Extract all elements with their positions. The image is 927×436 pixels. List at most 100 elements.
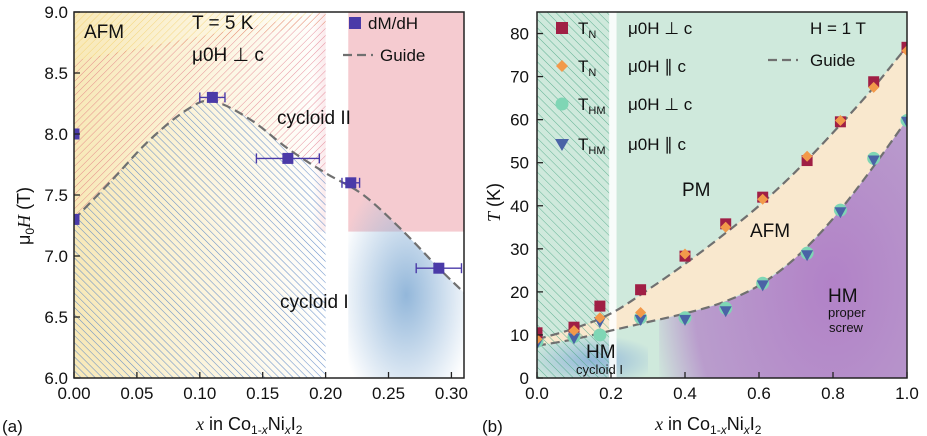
white-gap-band-b xyxy=(609,12,617,378)
y-tick-label: 50 xyxy=(510,154,529,173)
y-ticks-b: 0 10 20 30 40 50 60 70 80 xyxy=(510,25,543,388)
x-tick-label: 0.0 xyxy=(525,384,549,403)
legend-marker-tn-perp xyxy=(556,22,568,34)
region-label-hm: HM xyxy=(828,286,858,307)
y-tick-label: 7.5 xyxy=(44,186,68,205)
data-point-thm-par xyxy=(834,207,847,219)
white-gap-band xyxy=(325,12,349,378)
region-label-cycloid-ii: cycloid II xyxy=(277,108,351,129)
region-label-afm-a: AFM xyxy=(84,22,124,43)
legend-condition-thm-perp: μ0H ⊥ c xyxy=(628,95,693,114)
y-axis-label-b: T (K) xyxy=(484,183,504,222)
cycloid-i-hatch-region xyxy=(74,100,326,378)
legend-label-guide-b: Guide xyxy=(810,51,855,70)
panel-b xyxy=(537,12,907,378)
y-tick-label: 6.0 xyxy=(44,369,68,388)
y-tick-label: 7.0 xyxy=(44,247,68,266)
x-tick-label: 0.4 xyxy=(673,384,697,403)
y-tick-label: 0 xyxy=(520,369,529,388)
x-axis-label-a: x in Co1-xNixI2 xyxy=(195,414,303,436)
x-tick-label: 0.10 xyxy=(183,384,216,403)
data-point-tn-perp xyxy=(901,41,907,53)
data-point-tn-par xyxy=(594,312,606,324)
data-point-thm-par xyxy=(801,250,814,262)
y-tick-label: 10 xyxy=(510,326,529,345)
data-point-thm-par xyxy=(867,155,880,167)
x-tick-label: 0.8 xyxy=(821,384,845,403)
axes-frame-b xyxy=(536,11,908,379)
legend-condition-thm-par: μ0H ∥ c xyxy=(628,135,686,154)
data-points-b xyxy=(537,41,907,350)
y-tick-label: 8.0 xyxy=(44,125,68,144)
panel-label-b: (b) xyxy=(482,417,503,436)
data-point-thm-par xyxy=(901,116,907,128)
x-tick-label: 0.20 xyxy=(309,384,342,403)
data-point-tn-par xyxy=(720,221,732,233)
data-point-tn-par xyxy=(679,248,691,260)
panel-a xyxy=(74,12,464,378)
field-label-b: H = 1 T xyxy=(810,19,866,38)
region-label-afm-b: AFM xyxy=(750,221,790,242)
guide-curve-a xyxy=(74,99,464,294)
legend-condition-tn-par: μ0H ∥ c xyxy=(628,57,686,76)
y-tick-label: 60 xyxy=(510,111,529,130)
data-point-dmdh xyxy=(282,152,294,164)
y-tick-label: 30 xyxy=(510,240,529,259)
field-direction-label-a: μ0H ⊥ c xyxy=(192,45,264,66)
data-point-thm-perp xyxy=(593,328,607,342)
temperature-label: T = 5 K xyxy=(192,13,254,34)
region-label-pm: PM xyxy=(682,180,711,201)
x-tick-label: 0.25 xyxy=(372,384,405,403)
legend-marker-thm-par xyxy=(555,139,569,151)
y-tick-label: 80 xyxy=(510,25,529,44)
data-point-tn-perp xyxy=(635,284,647,296)
y-tick-label: 20 xyxy=(510,283,529,302)
legend-marker-thm-perp xyxy=(555,97,569,111)
data-point-tn-par xyxy=(537,333,543,345)
x-ticks-a: 0.00 0.05 0.10 0.15 0.20 0.25 0.30 xyxy=(57,372,468,403)
y-tick-label: 6.5 xyxy=(44,308,68,327)
region-label-hm-proper-screw: proper screw xyxy=(828,305,866,335)
legend-b: TN μ0H ⊥ c TN μ0H ∥ c THM μ0H ⊥ c THM μ0… xyxy=(555,19,866,157)
y-axis-label-a: μ0H (T) xyxy=(14,187,37,245)
x-tick-label: 0.2 xyxy=(599,384,623,403)
legend-label-thm-perp: THM xyxy=(578,95,606,117)
x-tick-label: 0.00 xyxy=(57,384,90,403)
legend-label-tn-par: TN xyxy=(578,57,596,79)
data-point-thm-par xyxy=(756,280,769,292)
x-tick-label: 0.6 xyxy=(747,384,771,403)
data-point-thm-par xyxy=(679,314,691,326)
data-point-tn-par xyxy=(757,193,769,205)
afm-region-fill xyxy=(537,46,907,346)
data-point-dmdh xyxy=(433,262,445,274)
y-tick-label: 8.5 xyxy=(44,64,68,83)
legend-condition-tn-perp: μ0H ⊥ c xyxy=(628,19,693,38)
x-tick-label: 0.30 xyxy=(435,384,468,403)
data-point-tn-par xyxy=(834,115,846,127)
legend-label-tn-perp: TN xyxy=(578,19,596,41)
data-point-thm-par xyxy=(568,333,580,345)
y-tick-label: 9.0 xyxy=(44,3,68,22)
region-label-hm-cycloid: HM xyxy=(586,342,616,363)
x-ticks-b: 0.0 0.2 0.4 0.6 0.8 1.0 xyxy=(525,372,919,403)
data-point-tn-par xyxy=(868,81,880,93)
data-point-thm-par xyxy=(634,314,647,326)
data-point-dmdh xyxy=(206,91,218,103)
data-point-dmdh xyxy=(345,177,357,189)
region-label-cycloid-i: cycloid I xyxy=(280,292,349,313)
legend-label-dmdh: dM/dH xyxy=(368,14,418,33)
x-axis-label-b: x in Co1-xNixI2 xyxy=(654,414,762,436)
y-tick-label: 70 xyxy=(510,68,529,87)
data-point-tn-perp xyxy=(594,300,606,312)
x-tick-label: 0.15 xyxy=(246,384,279,403)
y-ticks-a: 6.0 6.5 7.0 7.5 8.0 8.5 9.0 xyxy=(44,3,80,388)
data-point-tn-par xyxy=(568,325,580,337)
x-tick-label: 0.05 xyxy=(120,384,153,403)
legend-marker-dmdh xyxy=(349,17,361,29)
data-point-tn-perp xyxy=(868,76,880,88)
x-tick-label: 1.0 xyxy=(895,384,919,403)
legend-label-thm-par: THM xyxy=(578,135,606,157)
data-point-tn-par xyxy=(635,307,647,319)
y-tick-label: 40 xyxy=(510,197,529,216)
